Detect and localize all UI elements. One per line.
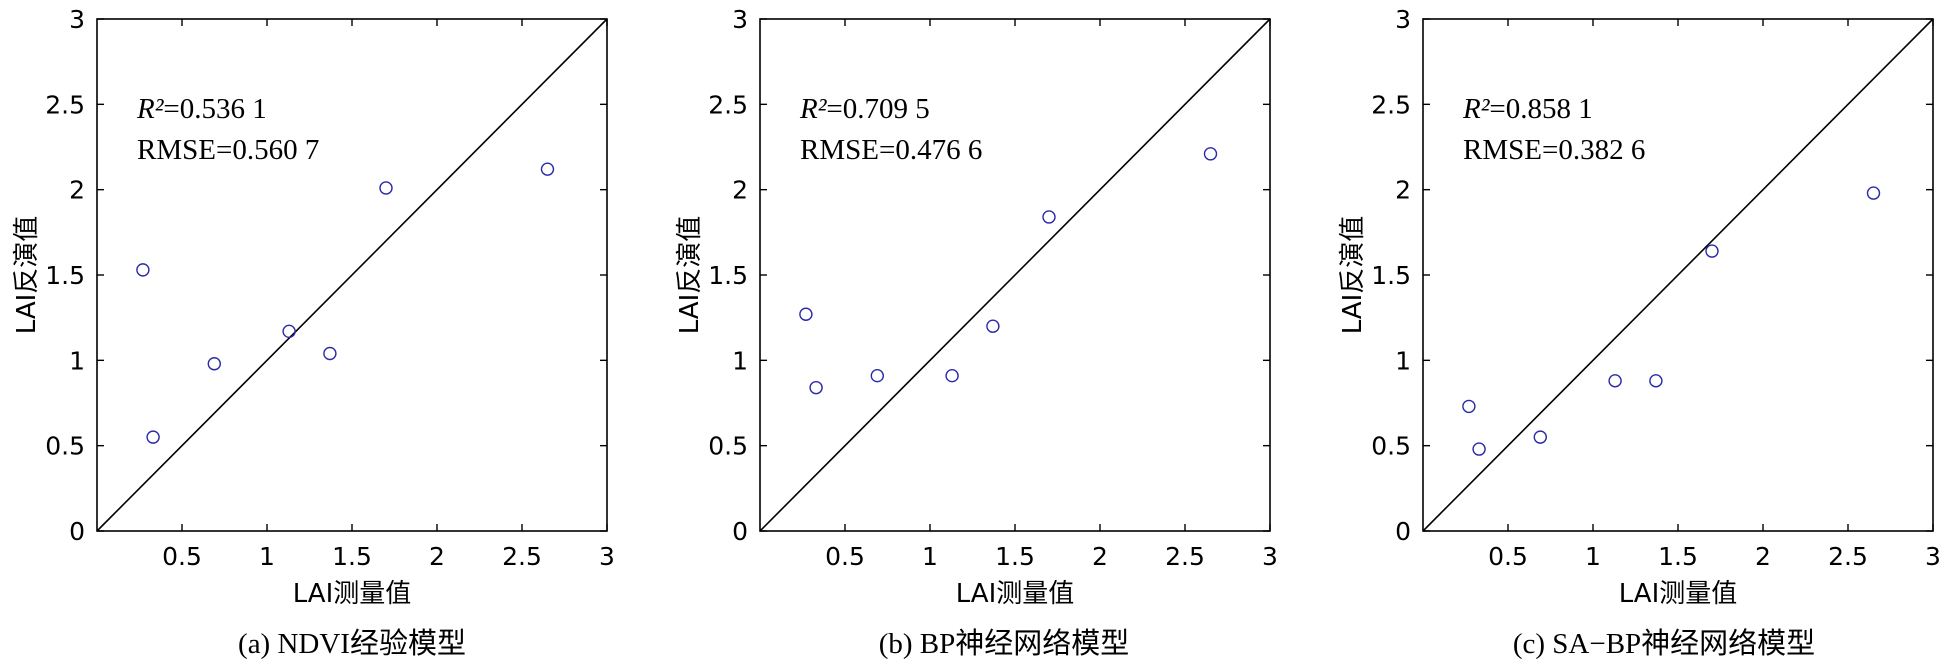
data-point xyxy=(1472,442,1486,456)
x-tick-label: 0.5 xyxy=(825,542,865,571)
data-point xyxy=(809,380,823,395)
data-point xyxy=(1042,210,1056,224)
x-tick-label: 3 xyxy=(1925,542,1941,571)
data-point xyxy=(379,181,393,195)
y-tick-label: 1.5 xyxy=(45,261,85,290)
x-tick-label: 3 xyxy=(599,542,615,571)
reference-line xyxy=(759,18,1271,532)
x-tick-label: 1.5 xyxy=(1658,542,1698,571)
y-tick-label: 2.5 xyxy=(708,90,748,119)
y-tick-label: 2.5 xyxy=(45,90,85,119)
y-tick-label: 1 xyxy=(732,346,748,375)
y-axis-label: LAI反演值 xyxy=(12,216,42,335)
x-tick-label: 2 xyxy=(1092,542,1108,571)
x-tick-label: 0.5 xyxy=(1488,542,1528,571)
y-tick-label: 3 xyxy=(1395,5,1411,34)
data-point xyxy=(1203,147,1218,161)
data-point xyxy=(1705,244,1719,258)
reference-line xyxy=(1422,18,1934,532)
x-tick-label: 2.5 xyxy=(1165,542,1205,571)
data-point xyxy=(1866,186,1881,200)
y-tick-label: 0.5 xyxy=(1371,432,1411,461)
r2-value: =0.709 5 xyxy=(826,93,929,125)
y-tick-label: 2 xyxy=(69,176,85,205)
data-point xyxy=(207,357,222,371)
y-tick-label: 1 xyxy=(1395,346,1411,375)
y-tick-label: 2.5 xyxy=(1371,90,1411,119)
x-tick-label: 1 xyxy=(1585,542,1601,571)
y-tick-label: 0 xyxy=(69,517,85,546)
x-tick-label: 2.5 xyxy=(1828,542,1868,571)
y-tick-label: 1.5 xyxy=(1371,261,1411,290)
r2-annotation: R²=0.536 1 xyxy=(136,93,267,125)
y-tick-label: 2 xyxy=(1395,176,1411,205)
y-tick-label: 0 xyxy=(1395,517,1411,546)
panel-caption: (b) BP神经网络模型 xyxy=(879,627,1130,660)
data-point xyxy=(146,430,160,444)
x-axis-label: LAI测量值 xyxy=(293,579,412,609)
x-tick-label: 3 xyxy=(1262,542,1278,571)
panel-caption: (a) NDVI经验模型 xyxy=(238,627,466,660)
scatter-panel-1: 0.5 1 1.5 2 2.5 3 0 0.5 1 1.5 2 2.5 3 LAI测量值 LAI反演值 R²=… xyxy=(12,5,615,660)
data-point xyxy=(986,319,1000,333)
y-tick-label: 3 xyxy=(69,5,85,34)
rmse-annotation: RMSE=0.560 7 xyxy=(137,134,319,166)
data-point xyxy=(540,162,555,176)
x-tick-label: 2 xyxy=(1755,542,1771,571)
x-tick-label: 1 xyxy=(922,542,938,571)
data-point xyxy=(323,346,337,361)
y-axis-label: LAI反演值 xyxy=(675,216,705,335)
data-point xyxy=(136,263,150,277)
x-tick-label: 1.5 xyxy=(332,542,372,571)
y-tick-label: 2 xyxy=(732,176,748,205)
r2-annotation: R²=0.858 1 xyxy=(1462,93,1593,125)
y-tick-label: 0 xyxy=(732,517,748,546)
x-tick-label: 0.5 xyxy=(162,542,202,571)
y-axis-label: LAI反演值 xyxy=(1338,216,1368,335)
y-tick-label: 0.5 xyxy=(708,432,748,461)
r2-value: =0.536 1 xyxy=(163,93,266,125)
r2-symbol: R² xyxy=(799,93,828,125)
r2-value: =0.858 1 xyxy=(1489,93,1592,125)
data-point xyxy=(282,324,296,339)
scatter-panel-2: 0.5 1 1.5 2 2.5 3 0 0.5 1 1.5 2 2.5 3 LAI测量值 LAI反演值 R²=… xyxy=(675,5,1278,660)
data-point xyxy=(799,307,813,321)
y-tick-label: 0.5 xyxy=(45,432,85,461)
rmse-annotation: RMSE=0.476 6 xyxy=(800,134,982,166)
data-point xyxy=(1462,399,1476,414)
data-point xyxy=(1533,430,1548,444)
y-tick-label: 1 xyxy=(69,346,85,375)
x-tick-label: 2.5 xyxy=(502,542,542,571)
x-axis-label: LAI测量值 xyxy=(1619,579,1738,609)
rmse-annotation: RMSE=0.382 6 xyxy=(1463,134,1645,166)
data-point xyxy=(870,368,884,383)
r2-annotation: R²=0.709 5 xyxy=(799,93,930,125)
data-point xyxy=(945,368,959,383)
x-tick-label: 1.5 xyxy=(995,542,1035,571)
reference-line xyxy=(96,18,608,532)
r2-symbol: R² xyxy=(1462,93,1491,125)
x-tick-label: 2 xyxy=(429,542,445,571)
x-tick-label: 1 xyxy=(259,542,275,571)
data-point xyxy=(1649,374,1663,388)
scatter-panel-3: 0.5 1 1.5 2 2.5 3 0 0.5 1 1.5 2 2.5 3 LAI测量值 LAI反演值 R²=… xyxy=(1338,5,1941,660)
r2-symbol: R² xyxy=(136,93,165,125)
data-point xyxy=(1608,374,1622,388)
y-tick-label: 1.5 xyxy=(708,261,748,290)
x-axis-label: LAI测量值 xyxy=(956,579,1075,609)
panel-caption: (c) SA−BP神经网络模型 xyxy=(1513,627,1815,660)
y-tick-label: 3 xyxy=(732,5,748,34)
